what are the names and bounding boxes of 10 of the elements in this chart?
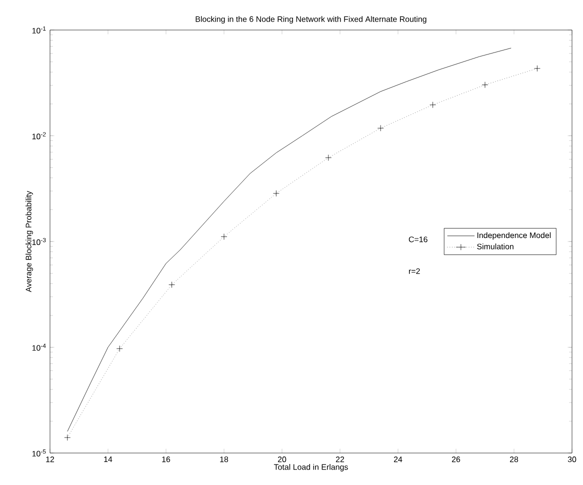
point	[430, 102, 436, 108]
point	[325, 154, 332, 161]
point	[482, 82, 488, 88]
point	[220, 234, 228, 240]
point	[168, 282, 175, 288]
point	[273, 190, 280, 197]
point	[64, 434, 71, 441]
point	[116, 345, 123, 352]
point	[534, 65, 540, 72]
point	[377, 124, 384, 132]
